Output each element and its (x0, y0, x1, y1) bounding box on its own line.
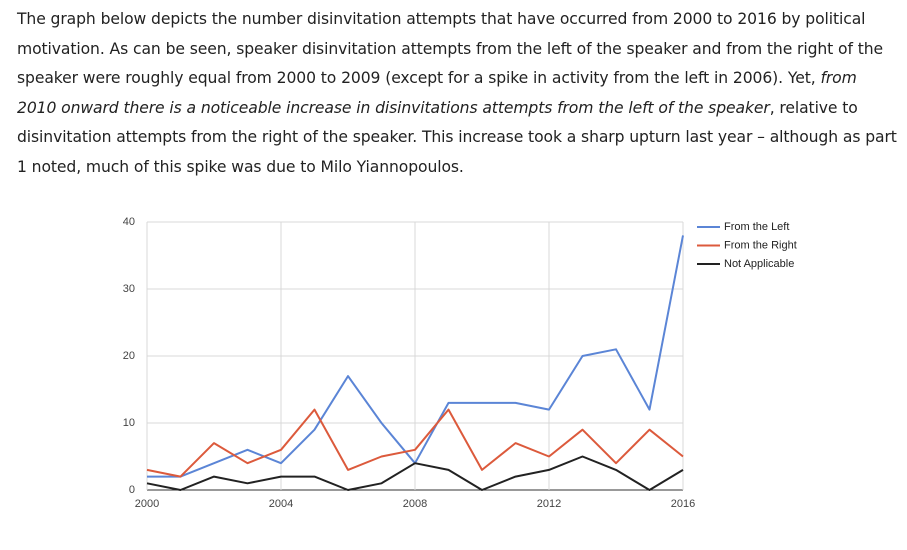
x-tick-label: 2000 (135, 498, 159, 510)
y-tick-label: 20 (123, 350, 135, 362)
y-tick-label: 30 (123, 283, 135, 295)
legend-label: From the Left (724, 221, 789, 233)
series-line (146, 455, 684, 491)
paragraph-text: The graph below depicts the number disin… (17, 10, 884, 87)
legend-label: From the Right (724, 239, 797, 251)
x-tick-label: 2012 (537, 498, 561, 510)
x-tick-label: 2008 (403, 498, 427, 510)
legend-label: Not Applicable (724, 258, 794, 270)
series-line (146, 408, 684, 478)
paragraph: The graph below depicts the number disin… (17, 5, 897, 182)
paragraph-italic: from 2010 onward there is a noticeable i… (17, 69, 857, 117)
paragraph-text: , relative to disinvitation attempts fro… (17, 98, 897, 176)
y-tick-label: 0 (129, 484, 135, 496)
y-tick-label: 40 (123, 216, 135, 228)
x-tick-label: 2004 (269, 498, 293, 510)
x-tick-label: 2016 (671, 498, 695, 510)
y-tick-label: 10 (123, 417, 135, 429)
